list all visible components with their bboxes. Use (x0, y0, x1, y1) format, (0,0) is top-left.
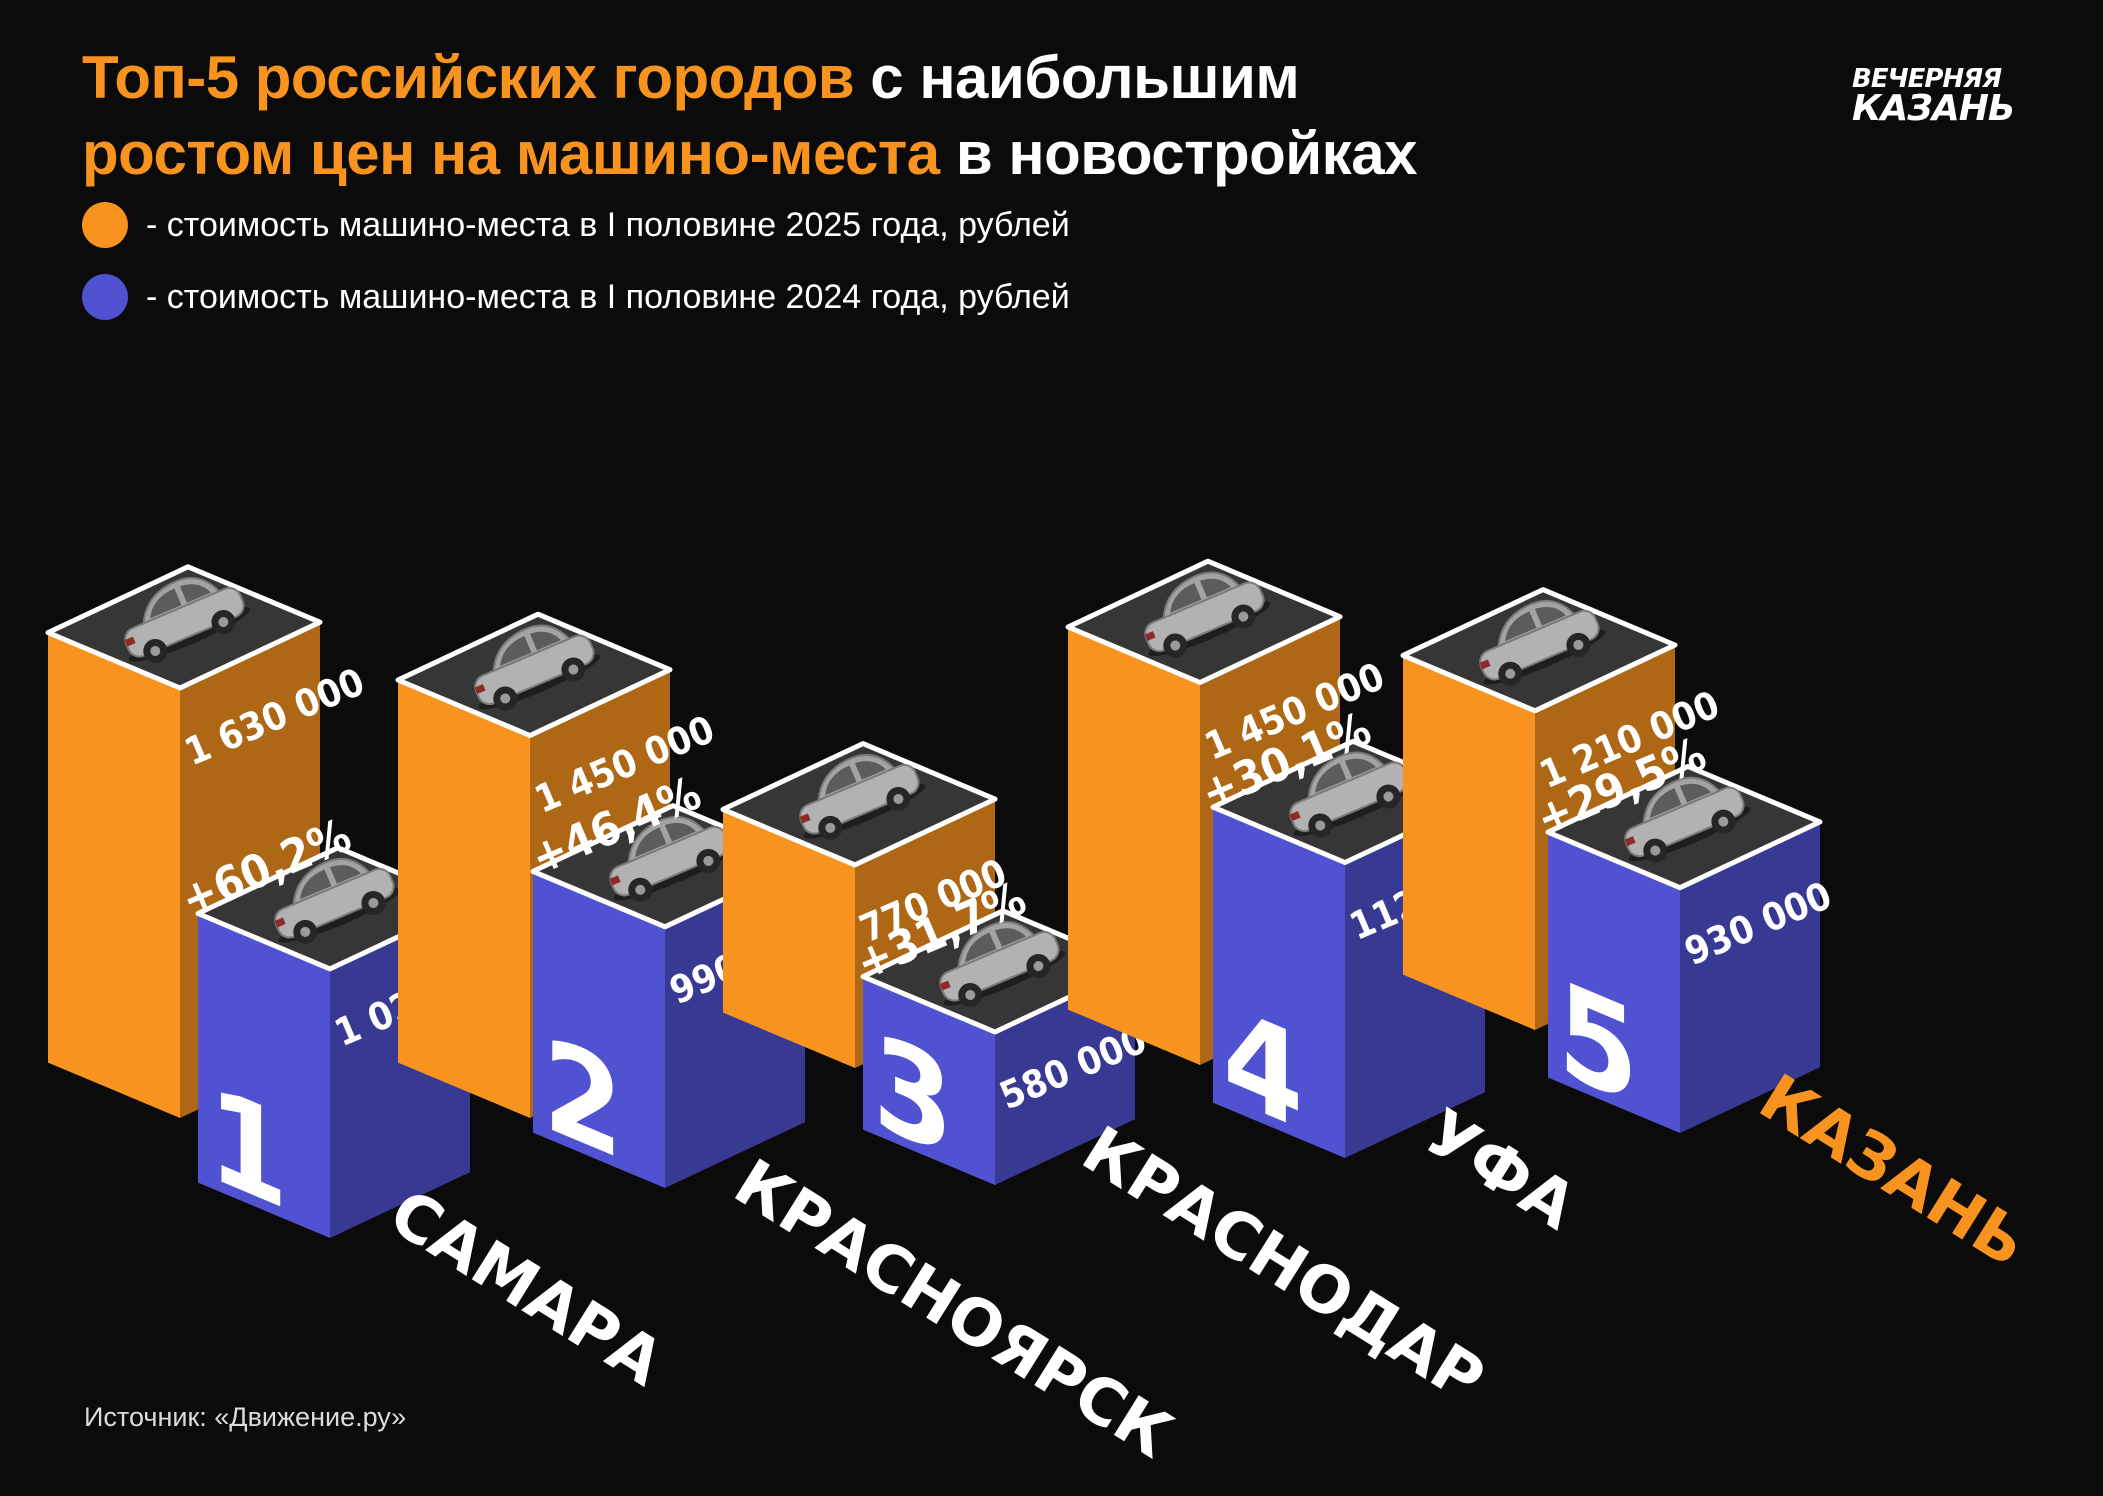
logo-line-1: ВЕЧЕРНЯЯ (1852, 64, 2002, 94)
chart-title: Топ-5 российских городов с наибольшим рос… (82, 40, 1417, 192)
rank-4: 4 (1223, 978, 1303, 1160)
bar-2025-2-car-icon (474, 624, 601, 711)
bar-2025-1-left-face (48, 632, 180, 1118)
bar-2024-4-car-icon (1289, 751, 1416, 838)
bar-2024-4-left-face (1213, 807, 1345, 1158)
bar-2024-1-car-icon (274, 857, 401, 944)
bar-2024-1-left-face (198, 913, 330, 1238)
logo: ВЕЧЕРНЯЯ КАЗАНЬ (1852, 64, 2015, 129)
bar-2024-5-right-face (1680, 821, 1820, 1133)
source-note: Источник: «Движение.ру» (84, 1402, 407, 1432)
city-label-4: УФА (1412, 1096, 1589, 1245)
title-highlight-1: Топ-5 российских городов (82, 44, 855, 111)
city-label-5: КАЗАНЬ (1747, 1061, 2040, 1282)
bar-2025-5-car-icon (1479, 599, 1606, 686)
title-plain-1: с наибольшим (854, 44, 1300, 111)
rank-2: 2 (543, 1008, 623, 1190)
bar-2024-5-left-face (1548, 832, 1680, 1133)
bar-2024-3-car-icon (939, 921, 1066, 1007)
title-plain-2: в новостройках (939, 120, 1418, 187)
legend-item-2025: - стоимость машино-места в I половине 20… (82, 200, 1070, 250)
city-label-1: САМАРА (377, 1176, 676, 1401)
bar-2025-2-left-face (398, 680, 530, 1118)
rank-1: 1 (208, 1058, 288, 1240)
legend-swatch-2025 (82, 202, 128, 248)
bar-2024-3-left-face (863, 976, 995, 1185)
legend-label-2024: - стоимость машино-места в I половине 20… (146, 277, 1070, 316)
rank-5: 5 (1558, 953, 1638, 1135)
bar-2024-2-left-face (533, 871, 665, 1188)
bar-2025-4-car-icon (1144, 571, 1271, 658)
bar-2025-5-left-face (1403, 655, 1535, 1030)
bar-2025-3-car-icon (799, 753, 926, 840)
title-highlight-2: ростом цен на машино-места (82, 120, 940, 187)
bar-2024-5 (1545, 763, 1823, 1133)
bar-2025-1-car-icon (124, 577, 251, 663)
logo-line-2: КАЗАНЬ (1852, 88, 2015, 129)
bar-2024-2-car-icon (609, 815, 736, 902)
rank-3: 3 (873, 1005, 953, 1187)
legend-label-2025: - стоимость машино-места в I половине 20… (146, 205, 1070, 244)
bar-2024-5-car-icon (1624, 776, 1751, 863)
bar-2025-3-left-face (723, 809, 855, 1068)
legend-swatch-2024 (82, 274, 128, 320)
bar-2025-4-left-face (1068, 627, 1200, 1065)
legend-item-2024: - стоимость машино-места в I половине 20… (82, 272, 1070, 322)
